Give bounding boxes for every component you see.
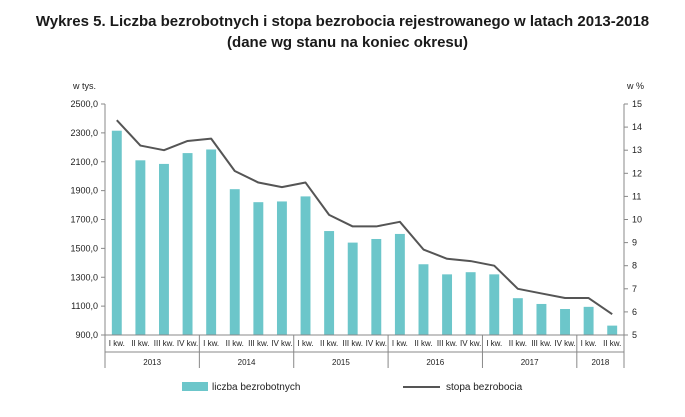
x-tick-label: I kw. bbox=[203, 339, 219, 348]
left-tick-label: 1700,0 bbox=[70, 215, 98, 225]
x-tick-label: I kw. bbox=[298, 339, 314, 348]
left-tick-label: 2100,0 bbox=[70, 157, 98, 167]
x-tick-label: I kw. bbox=[486, 339, 502, 348]
left-tick-label: 1500,0 bbox=[70, 243, 98, 253]
unemployment-rate-line bbox=[116, 119, 613, 316]
bar bbox=[560, 309, 570, 335]
axes: 2500,0 2300,0 2100,0 1900,0 1700,0 1500,0 1300… bbox=[70, 99, 642, 368]
x-tick-label: I kw. bbox=[109, 339, 125, 348]
line-series bbox=[116, 119, 613, 316]
right-tick-label: 10 bbox=[632, 215, 642, 225]
bar bbox=[394, 233, 405, 335]
year-label: 2016 bbox=[426, 358, 444, 367]
x-tick-label: II kw. bbox=[320, 339, 338, 348]
x-tick-label: II kw. bbox=[226, 339, 244, 348]
bar bbox=[159, 163, 169, 335]
bar bbox=[442, 274, 453, 335]
bar bbox=[512, 298, 523, 335]
right-tick-label: 6 bbox=[632, 307, 637, 317]
x-tick-label: IV kw. bbox=[271, 339, 292, 348]
bar bbox=[253, 202, 264, 335]
x-tick-label: IV kw. bbox=[366, 339, 387, 348]
year-label: 2014 bbox=[238, 358, 256, 367]
x-tick-label: III kw. bbox=[342, 339, 362, 348]
chart-title: Wykres 5. Liczba bezrobotnych i stopa be… bbox=[35, 13, 650, 30]
bar bbox=[489, 274, 500, 335]
bar bbox=[276, 201, 287, 335]
x-tick-label: II kw. bbox=[603, 339, 621, 348]
x-tick-label: I kw. bbox=[392, 339, 408, 348]
left-tick-label: 2300,0 bbox=[70, 128, 98, 138]
x-tick-label: III kw. bbox=[248, 339, 268, 348]
right-tick-label: 14 bbox=[632, 122, 642, 132]
bar bbox=[182, 153, 193, 335]
x-tick-label: III kw. bbox=[531, 339, 551, 348]
bar bbox=[135, 160, 146, 335]
chart-title-block: Wykres 5. Liczba bezrobotnych i stopa be… bbox=[0, 0, 685, 53]
left-axis-unit: w tys. bbox=[72, 81, 96, 91]
chart-subtitle: (dane wg stanu na koniec okresu) bbox=[227, 34, 468, 51]
right-tick-label: 13 bbox=[632, 145, 642, 155]
right-tick-label: 15 bbox=[632, 99, 642, 109]
x-tick-label: II kw. bbox=[509, 339, 527, 348]
legend-bar-swatch bbox=[182, 382, 208, 391]
right-axis-unit: w % bbox=[626, 81, 644, 91]
bar bbox=[300, 196, 311, 335]
x-tick-label: IV kw. bbox=[460, 339, 481, 348]
left-tick-label: 2500,0 bbox=[70, 99, 98, 109]
x-tick-label: II kw. bbox=[131, 339, 149, 348]
bar bbox=[536, 303, 547, 335]
x-tick-label: IV kw. bbox=[177, 339, 198, 348]
year-label: 2015 bbox=[332, 358, 350, 367]
left-tick-label: 900,0 bbox=[75, 330, 98, 340]
right-tick-label: 7 bbox=[632, 284, 637, 294]
year-label: 2013 bbox=[143, 358, 161, 367]
year-label: 2017 bbox=[521, 358, 539, 367]
bar bbox=[229, 189, 240, 335]
bar bbox=[111, 130, 122, 335]
right-tick-label: 12 bbox=[632, 168, 642, 178]
right-tick-label: 5 bbox=[632, 330, 637, 340]
legend-line-label: stopa bezrobocia bbox=[446, 382, 523, 393]
bar bbox=[324, 231, 335, 335]
x-tick-label: I kw. bbox=[581, 339, 597, 348]
bar bbox=[418, 264, 429, 335]
bar bbox=[347, 242, 358, 335]
bar bbox=[583, 306, 594, 335]
right-tick-label: 8 bbox=[632, 261, 637, 271]
left-tick-label: 1100,0 bbox=[71, 301, 98, 311]
bar bbox=[607, 325, 618, 335]
x-tick-label: III kw. bbox=[154, 339, 174, 348]
right-tick-label: 9 bbox=[632, 238, 637, 248]
left-tick-label: 1300,0 bbox=[70, 272, 98, 282]
year-label: 2018 bbox=[592, 358, 610, 367]
bar bbox=[371, 238, 382, 335]
x-tick-label: III kw. bbox=[437, 339, 457, 348]
left-tick-label: 1900,0 bbox=[70, 186, 98, 196]
bar bbox=[206, 149, 217, 335]
right-tick-label: 11 bbox=[632, 191, 641, 201]
bar bbox=[465, 272, 476, 335]
x-tick-label: II kw. bbox=[414, 339, 432, 348]
legend: liczba bezrobotnych stopa bezrobocia bbox=[182, 382, 523, 393]
x-tick-label: IV kw. bbox=[554, 339, 575, 348]
bar-series bbox=[111, 130, 618, 335]
legend-bar-label: liczba bezrobotnych bbox=[212, 382, 300, 393]
